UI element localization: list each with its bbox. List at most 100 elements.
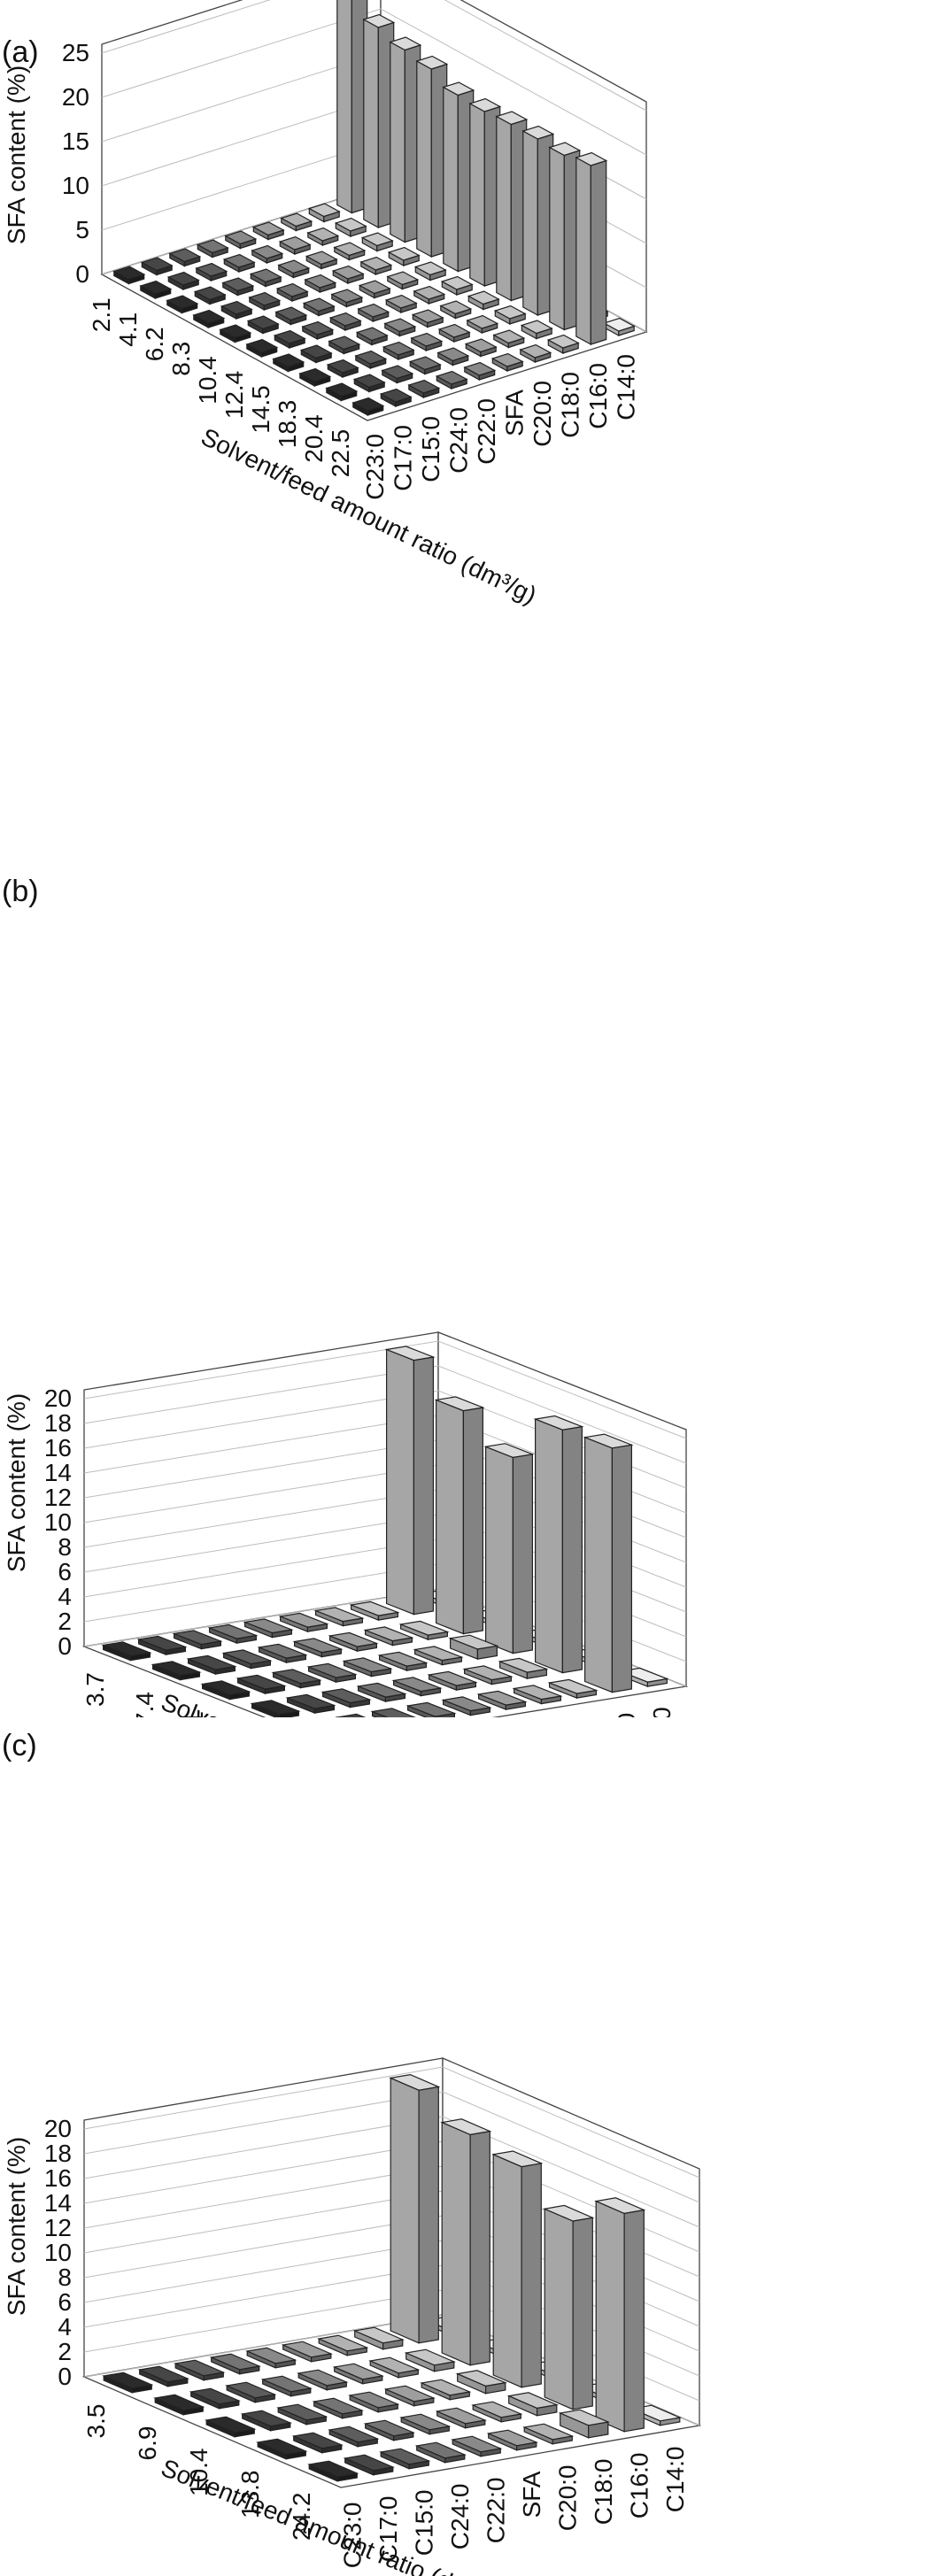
bar-top-face bbox=[442, 81, 475, 96]
bar bbox=[352, 2326, 405, 2350]
gridline bbox=[83, 2091, 700, 2203]
bar-top-face bbox=[547, 1678, 599, 1694]
bar-top-face bbox=[151, 1661, 202, 1677]
bar-front-face bbox=[469, 102, 485, 288]
bar bbox=[153, 2394, 205, 2416]
bar-front-face bbox=[496, 115, 512, 302]
bar-top-face bbox=[370, 1708, 416, 1717]
bar bbox=[328, 312, 362, 332]
gridline bbox=[101, 8, 647, 156]
bar-top-face bbox=[292, 1638, 344, 1654]
bar bbox=[333, 242, 367, 261]
bar-top-face bbox=[298, 367, 332, 382]
bar bbox=[360, 232, 394, 252]
bar-top-face bbox=[379, 2448, 431, 2465]
bar-top-face bbox=[492, 329, 526, 344]
bar bbox=[387, 246, 421, 267]
bar-top-face bbox=[325, 382, 359, 397]
bar-top-face bbox=[521, 125, 555, 140]
z-tick-label: C17:0 bbox=[375, 2496, 402, 2563]
bar bbox=[415, 55, 449, 258]
bar-top-face bbox=[398, 1620, 450, 1636]
bar-top-face bbox=[384, 294, 418, 309]
bar bbox=[291, 2432, 344, 2454]
bar-top-face bbox=[354, 350, 388, 365]
bar bbox=[381, 365, 414, 384]
bar-side-face bbox=[561, 1425, 583, 1674]
x-tick-label: 18.3 bbox=[274, 400, 301, 449]
z-tick-label: C20:0 bbox=[529, 381, 556, 447]
bar-top-face bbox=[306, 1662, 358, 1678]
bar-top-face bbox=[297, 2369, 349, 2387]
z-tick-label: C18:0 bbox=[590, 2459, 617, 2526]
bar-top-face bbox=[414, 2441, 467, 2459]
bar bbox=[490, 352, 524, 373]
bar-top-face bbox=[301, 320, 335, 335]
bar bbox=[317, 2334, 369, 2356]
bar bbox=[278, 235, 312, 256]
bar-top-face bbox=[389, 2073, 441, 2091]
x-tick-label: 10.4 bbox=[185, 2449, 212, 2497]
bar-top-face bbox=[153, 2394, 205, 2411]
bar bbox=[464, 338, 498, 358]
x-tick-label: 24.2 bbox=[288, 2493, 315, 2541]
bar bbox=[495, 111, 529, 302]
bar bbox=[493, 305, 527, 326]
bar-top-face bbox=[281, 2341, 333, 2358]
bar bbox=[209, 2353, 261, 2375]
bars bbox=[101, 1346, 669, 1717]
bar bbox=[414, 2441, 467, 2464]
bar bbox=[436, 347, 470, 366]
bar-top-face bbox=[348, 2391, 400, 2409]
bar-top-face bbox=[312, 2397, 364, 2415]
bar-top-face bbox=[512, 1685, 563, 1701]
bar bbox=[330, 289, 364, 308]
y-tick-label: 25 bbox=[62, 39, 89, 66]
bar-top-face bbox=[189, 2387, 241, 2405]
bar-top-face bbox=[415, 55, 449, 70]
bar-top-face bbox=[455, 2370, 507, 2387]
bar-top-face bbox=[305, 251, 338, 266]
bar bbox=[205, 2416, 257, 2438]
z-tick-label: C17:0 bbox=[389, 425, 416, 491]
bar-top-face bbox=[467, 290, 500, 305]
z-tick-label: C23:0 bbox=[361, 434, 389, 500]
bar bbox=[352, 374, 386, 393]
panel-label-a: (a) bbox=[2, 35, 39, 69]
y-tick-label: 2 bbox=[58, 1608, 72, 1635]
y-tick-label: 15 bbox=[62, 127, 89, 155]
bar-top-face bbox=[411, 309, 444, 324]
y-tick-label: 8 bbox=[58, 1533, 72, 1561]
bar bbox=[331, 265, 365, 285]
bar bbox=[221, 277, 255, 297]
bar bbox=[236, 1674, 287, 1694]
z-tick-label: C14:0 bbox=[661, 2447, 689, 2513]
bar-top-face bbox=[335, 1713, 367, 1717]
bar-side-face bbox=[611, 1444, 633, 1693]
bar-side-face bbox=[462, 1407, 484, 1635]
bar bbox=[151, 1661, 202, 1681]
bar-top-face bbox=[363, 2419, 415, 2437]
bar bbox=[112, 266, 146, 285]
bar-top-face bbox=[112, 266, 146, 281]
bar-top-face bbox=[476, 1690, 528, 1706]
bar-top-face bbox=[413, 1646, 464, 1662]
bar bbox=[326, 359, 359, 379]
bar-top-face bbox=[462, 1665, 514, 1681]
bar-top-face bbox=[386, 271, 420, 286]
bar-top-face bbox=[328, 335, 361, 351]
bar bbox=[405, 1701, 457, 1717]
bar-top-face bbox=[172, 1630, 223, 1646]
bar bbox=[389, 2073, 441, 2344]
bar-top-face bbox=[522, 2423, 575, 2441]
bar bbox=[301, 320, 335, 341]
bar bbox=[462, 1665, 514, 1685]
bar-top-face bbox=[427, 1670, 478, 1686]
bar-top-face bbox=[333, 242, 367, 257]
bar-top-face bbox=[389, 36, 422, 51]
bar bbox=[491, 2150, 544, 2388]
bar bbox=[221, 1649, 273, 1670]
bar bbox=[332, 2363, 384, 2385]
bar bbox=[498, 1657, 549, 1679]
